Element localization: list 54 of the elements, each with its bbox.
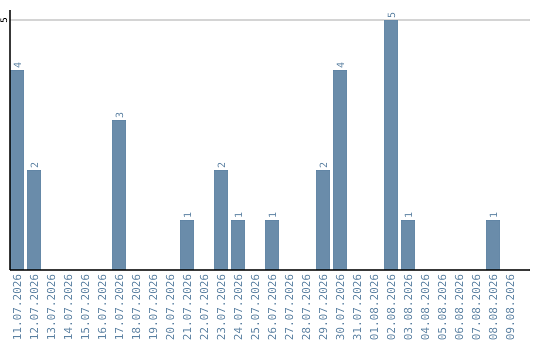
x-tick-label: 21.07.2026	[181, 274, 194, 340]
data-label: 1	[183, 212, 194, 218]
x-tick-label: 03.08.2026	[402, 274, 415, 340]
data-label: 2	[217, 162, 228, 168]
data-label: 1	[268, 212, 279, 218]
data-label: 2	[319, 162, 330, 168]
bar	[401, 220, 415, 270]
data-label: 1	[234, 212, 245, 218]
bar	[333, 70, 347, 270]
x-tick-label: 08.08.2026	[487, 274, 500, 340]
x-tick-label: 06.08.2026	[453, 274, 466, 340]
bar	[214, 170, 228, 270]
x-tick-label: 14.07.2026	[62, 274, 75, 340]
bar	[265, 220, 279, 270]
x-tick-label: 09.08.2026	[504, 274, 517, 340]
x-tick-label: 16.07.2026	[96, 274, 109, 340]
x-tick-label: 18.07.2026	[130, 274, 143, 340]
x-tick-label: 19.07.2026	[147, 274, 160, 340]
data-label: 4	[336, 62, 347, 68]
x-tick-label: 11.07.2026	[11, 274, 24, 340]
bar	[180, 220, 194, 270]
bar	[112, 120, 126, 270]
bar	[231, 220, 245, 270]
data-label: 1	[404, 212, 415, 218]
x-tick-label: 07.08.2026	[470, 274, 483, 340]
data-label: 5	[387, 12, 398, 18]
bar	[27, 170, 41, 270]
x-tick-label: 30.07.2026	[334, 274, 347, 340]
x-tick-label: 01.08.2026	[368, 274, 381, 340]
x-tick-label: 26.07.2026	[266, 274, 279, 340]
bar	[486, 220, 500, 270]
bar	[10, 70, 24, 270]
x-tick-label: 25.07.2026	[249, 274, 262, 340]
x-tick-label: 24.07.2026	[232, 274, 245, 340]
x-tick-label: 05.08.2026	[436, 274, 449, 340]
x-tick-label: 23.07.2026	[215, 274, 228, 340]
data-label: 4	[13, 62, 24, 68]
bar	[316, 170, 330, 270]
x-tick-label: 12.07.2026	[28, 274, 41, 340]
data-label: 3	[115, 112, 126, 118]
x-tick-label: 20.07.2026	[164, 274, 177, 340]
x-tick-label: 31.07.2026	[351, 274, 364, 340]
x-tick-label: 27.07.2026	[283, 274, 296, 340]
x-tick-label: 15.07.2026	[79, 274, 92, 340]
bar	[384, 20, 398, 270]
x-tick-label: 04.08.2026	[419, 274, 432, 340]
x-tick-label: 22.07.2026	[198, 274, 211, 340]
x-tick-label: 02.08.2026	[385, 274, 398, 340]
x-tick-label: 28.07.2026	[300, 274, 313, 340]
data-label: 1	[489, 212, 500, 218]
data-label: 2	[30, 162, 41, 168]
x-tick-label: 29.07.2026	[317, 274, 330, 340]
x-tick-label: 17.07.2026	[113, 274, 126, 340]
x-tick-label: 13.07.2026	[45, 274, 58, 340]
